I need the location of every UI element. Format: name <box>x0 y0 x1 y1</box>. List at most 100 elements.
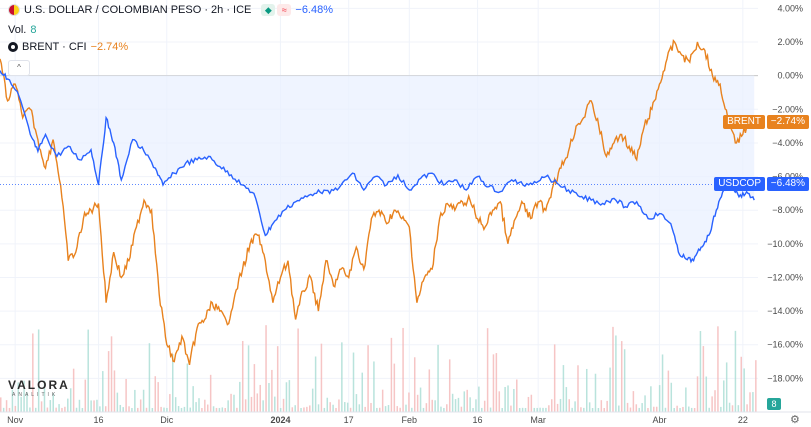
volume-bar <box>154 376 157 412</box>
y-tick-label: −12.00% <box>767 272 803 282</box>
volume-bar <box>166 407 168 412</box>
volume-bar <box>142 389 145 412</box>
legend-status-pill[interactable]: ◆ ≈ <box>261 4 292 16</box>
volume-bar <box>685 387 687 412</box>
volume-bar <box>104 406 107 412</box>
volume-bar <box>556 403 559 412</box>
volume-bar <box>615 335 617 412</box>
volume-bar <box>344 402 346 412</box>
volume-bar <box>52 393 54 412</box>
volume-bar <box>533 407 536 412</box>
volume-bar <box>218 407 221 412</box>
volume-bar <box>332 404 334 412</box>
volume-bar <box>518 407 521 412</box>
volume-bar <box>227 400 229 412</box>
volume-bar <box>618 405 620 412</box>
volume-legend[interactable]: Vol. 8 <box>8 24 36 36</box>
volume-bar <box>379 407 381 412</box>
volume-bar <box>75 407 78 412</box>
volume-bar <box>723 380 725 412</box>
symbol-change: −6.48% <box>295 4 334 16</box>
volume-bar <box>422 407 425 412</box>
volume-bar <box>396 406 398 412</box>
volume-bar <box>291 407 294 412</box>
volume-bar <box>262 400 264 412</box>
volume-bar <box>32 333 34 412</box>
volume-bar <box>597 407 600 412</box>
volume-bar <box>110 336 113 412</box>
brent-change: −2.74% <box>90 41 129 53</box>
valora-logo: VALORA ANALITIK <box>8 378 70 398</box>
volume-bar <box>49 400 52 412</box>
volume-bar <box>699 331 702 412</box>
volume-bar <box>402 327 404 412</box>
usdcop-badge-value: −6.48% <box>766 177 809 191</box>
volume-bar <box>282 398 285 412</box>
volume-bar <box>361 372 364 412</box>
volume-bar <box>43 380 46 412</box>
y-tick-label: −14.00% <box>767 306 803 316</box>
volume-bar <box>107 351 110 412</box>
volume-bar <box>317 404 320 412</box>
x-tick-label: Mar <box>530 415 546 425</box>
volume-bar <box>431 399 433 412</box>
volume-bar <box>568 399 570 412</box>
volume-bar <box>285 382 288 412</box>
volume-bar <box>725 362 728 412</box>
volume-bar <box>425 403 428 412</box>
volume-bar <box>265 325 267 412</box>
volume-bar <box>594 373 597 412</box>
volume-bar <box>708 407 710 412</box>
volume-bar <box>215 407 218 412</box>
volume-bar <box>489 407 492 412</box>
volume-bar <box>399 407 401 412</box>
main-legend[interactable]: U.S. DOLLAR / COLOMBIAN PESO · 2h · ICE … <box>8 4 333 16</box>
volume-bar <box>583 407 585 412</box>
volume-bar <box>81 407 84 412</box>
volume-bar <box>189 407 191 412</box>
volume-bar <box>294 405 296 412</box>
volume-bar <box>737 405 740 412</box>
volume-bar <box>551 399 553 412</box>
volume-bar <box>192 386 194 412</box>
volume-bar <box>195 402 197 412</box>
volume-bar <box>134 389 136 412</box>
volume-bar <box>443 407 445 412</box>
brent-label: BRENT · CFI <box>22 41 87 53</box>
volume-bar <box>198 398 200 412</box>
settings-icon[interactable]: ⚙ <box>790 414 800 426</box>
volume-bar <box>311 388 314 412</box>
volume-bar <box>717 326 719 412</box>
usdcop-badge: USDCOP <box>714 177 765 191</box>
volume-bar <box>495 353 498 412</box>
volume-bar <box>268 383 270 412</box>
usdcop-area <box>0 70 755 262</box>
volume-bar <box>620 341 623 412</box>
volume-bar <box>64 406 66 412</box>
volume-bar <box>670 382 673 412</box>
volume-bar <box>14 405 17 412</box>
volume-bar <box>705 376 708 412</box>
volume-bar <box>603 407 605 412</box>
brent-legend[interactable]: BRENT · CFI −2.74% <box>8 41 128 53</box>
volume-bar <box>34 407 37 412</box>
volume-bar <box>87 329 89 412</box>
volume-bar <box>5 400 8 412</box>
collapse-legend-button[interactable]: ^ <box>8 60 30 76</box>
volume-bar <box>241 340 244 412</box>
volume-bar <box>486 328 489 412</box>
volume-bar <box>323 407 326 412</box>
volume-bar <box>102 371 104 412</box>
vol-value: 8 <box>30 24 37 36</box>
volume-bar <box>466 389 468 412</box>
volume-bar <box>513 388 515 412</box>
x-tick-label: Dic <box>160 415 173 425</box>
volume-bar <box>731 405 734 412</box>
volume-bar <box>510 405 512 412</box>
volume-bar <box>571 407 573 412</box>
volume-bar <box>279 407 282 412</box>
volume-bar <box>428 369 431 412</box>
volume-bar <box>169 394 171 412</box>
volume-bar <box>585 368 588 412</box>
